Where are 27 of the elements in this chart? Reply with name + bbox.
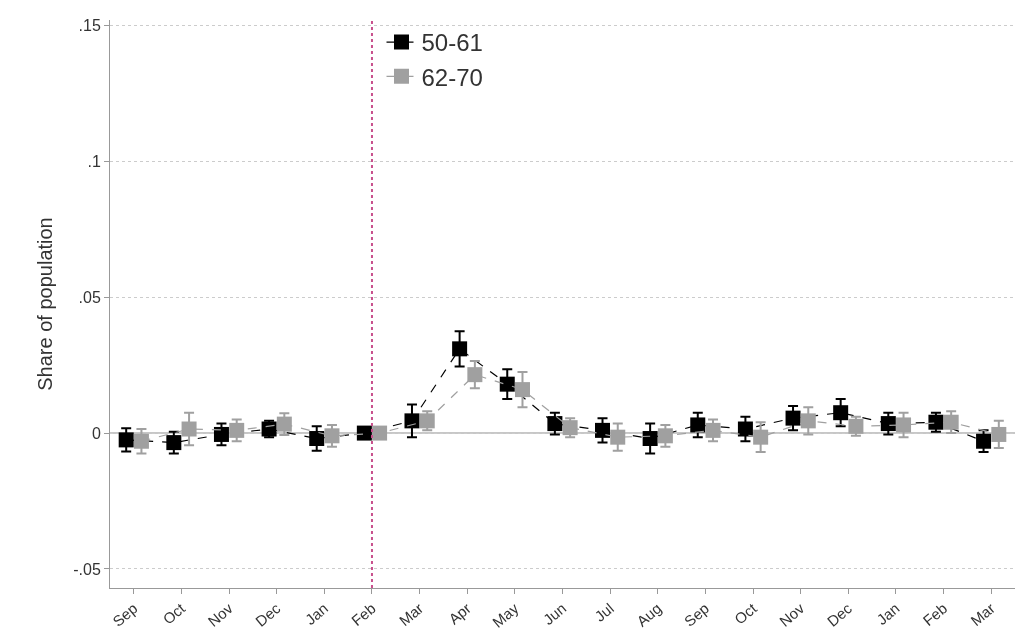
x-tick-label: Jun bbox=[539, 599, 570, 629]
x-tick-label: Sep bbox=[680, 599, 713, 630]
x-tick-label: Mar bbox=[967, 599, 998, 630]
y-tick-label: .1 bbox=[87, 152, 101, 170]
y-axis-title: Share of population bbox=[33, 217, 56, 391]
x-tick-label: Apr bbox=[445, 599, 474, 628]
x-tick-label: Nov bbox=[204, 599, 237, 630]
y-tick-label: .05 bbox=[78, 288, 101, 306]
x-tick-label: Jan bbox=[873, 599, 903, 629]
legend-label: 62-70 bbox=[421, 63, 483, 91]
x-tick-label: Dec bbox=[252, 599, 284, 630]
y-tick-label: -.05 bbox=[73, 560, 101, 578]
x-tick-label: Dec bbox=[823, 599, 856, 630]
x-tick-label: Aug bbox=[633, 599, 665, 630]
x-tick-label: Feb bbox=[919, 599, 951, 630]
x-tick-label: Nov bbox=[776, 599, 808, 630]
x-tick-label: Oct bbox=[159, 598, 189, 628]
y-tick-label: .15 bbox=[78, 17, 101, 35]
x-tick-label: May bbox=[488, 599, 522, 631]
x-tick-label: Sep bbox=[109, 599, 141, 630]
x-tick-label: Jul bbox=[591, 599, 617, 625]
x-tick-label: Mar bbox=[395, 599, 427, 630]
legend-label: 50-61 bbox=[421, 29, 483, 57]
x-tick-label: Jan bbox=[301, 599, 332, 629]
x-tick-label: Feb bbox=[347, 599, 379, 630]
x-tick-label: Oct bbox=[730, 598, 761, 628]
y-tick-label: 0 bbox=[91, 424, 101, 442]
